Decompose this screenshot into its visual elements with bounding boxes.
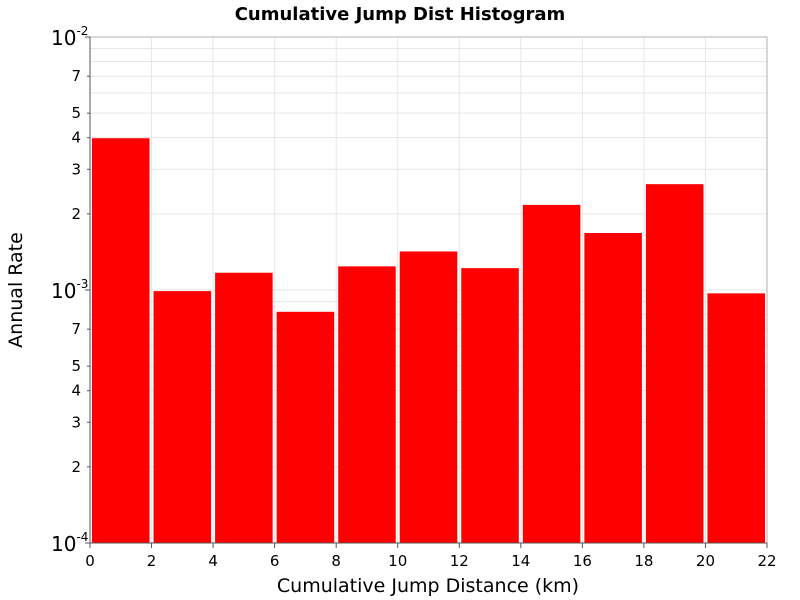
histogram-bar bbox=[276, 311, 335, 543]
x-tick-label: 4 bbox=[208, 552, 218, 570]
bars bbox=[92, 138, 765, 544]
x-tick-label: 22 bbox=[757, 552, 776, 570]
y-minor-tick-label: 5 bbox=[71, 104, 81, 122]
x-tick-label: 20 bbox=[696, 552, 715, 570]
x-tick-label: 16 bbox=[573, 552, 592, 570]
y-minor-tick-label: 3 bbox=[71, 413, 81, 431]
x-tick-label: 8 bbox=[331, 552, 341, 570]
x-tick-label: 0 bbox=[85, 552, 95, 570]
histogram-bar bbox=[584, 232, 642, 543]
y-axis-label: Annual Rate bbox=[5, 232, 27, 348]
x-tick-label: 10 bbox=[388, 552, 407, 570]
y-tick-label: 10-2 bbox=[51, 24, 88, 50]
x-axis-label: Cumulative Jump Distance (km) bbox=[277, 575, 579, 597]
histogram-bar bbox=[215, 272, 273, 543]
y-minor-tick-label: 3 bbox=[71, 160, 81, 178]
y-minor-tick-label: 2 bbox=[71, 205, 81, 223]
histogram-bar bbox=[522, 204, 581, 544]
x-axis-ticks: 0 2 4 6 8 10 12 14 16 18 20 22 bbox=[85, 543, 777, 570]
y-minor-tick-label: 4 bbox=[71, 129, 81, 147]
x-tick-label: 18 bbox=[634, 552, 653, 570]
histogram-bar bbox=[153, 291, 212, 543]
y-minor-tick-label: 4 bbox=[71, 382, 81, 400]
x-tick-label: 6 bbox=[270, 552, 280, 570]
histogram-bar bbox=[461, 268, 519, 543]
y-tick-label: 10-3 bbox=[51, 277, 88, 303]
histogram-bar bbox=[399, 251, 458, 543]
x-tick-label: 14 bbox=[511, 552, 530, 570]
y-axis-ticks: 10-4 10-3 10-2 2 3 4 5 7 2 3 4 5 7 bbox=[51, 24, 90, 556]
histogram-bar bbox=[92, 138, 150, 543]
y-tick-label: 10-4 bbox=[51, 530, 88, 556]
y-minor-tick-label: 7 bbox=[71, 67, 81, 85]
x-tick-label: 2 bbox=[147, 552, 157, 570]
histogram-bar bbox=[338, 266, 396, 543]
histogram-bar bbox=[707, 293, 765, 543]
y-minor-tick-label: 5 bbox=[71, 357, 81, 375]
y-minor-tick-label: 2 bbox=[71, 458, 81, 476]
x-tick-label: 12 bbox=[450, 552, 469, 570]
y-minor-tick-label: 7 bbox=[71, 320, 81, 338]
histogram-bar bbox=[645, 184, 704, 543]
chart-title: Cumulative Jump Dist Histogram bbox=[235, 4, 566, 25]
